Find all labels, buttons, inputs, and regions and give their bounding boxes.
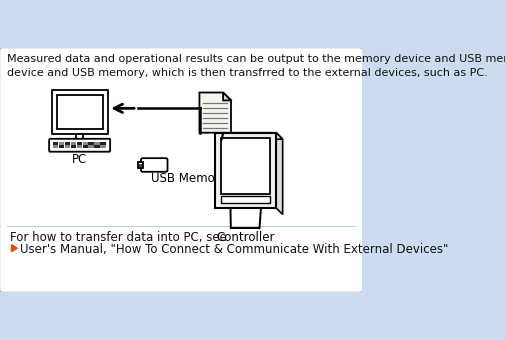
Bar: [57, 95, 103, 129]
Bar: [59, 145, 64, 148]
Bar: [83, 145, 88, 148]
FancyBboxPatch shape: [49, 139, 110, 152]
Bar: [138, 162, 143, 168]
FancyBboxPatch shape: [141, 158, 168, 172]
Text: PC: PC: [72, 153, 87, 167]
Bar: [88, 145, 94, 148]
Bar: [76, 134, 83, 140]
Bar: [100, 145, 106, 148]
Bar: [221, 196, 271, 203]
Bar: [59, 142, 64, 145]
Bar: [83, 142, 88, 145]
Text: User's Manual, "How To Connect & Communicate With External Devices": User's Manual, "How To Connect & Communi…: [20, 243, 448, 256]
Bar: [139, 164, 141, 166]
Bar: [77, 142, 82, 145]
Bar: [77, 145, 82, 148]
Bar: [65, 145, 70, 148]
Polygon shape: [215, 133, 283, 139]
Bar: [100, 142, 106, 145]
Bar: [88, 142, 94, 145]
Bar: [52, 90, 108, 134]
Bar: [94, 145, 99, 148]
Text: For how to transfer data into PC, see: For how to transfer data into PC, see: [10, 231, 227, 244]
Text: Measured data and operational results can be output to the memory device and USB: Measured data and operational results ca…: [7, 54, 505, 78]
Polygon shape: [199, 92, 231, 133]
Bar: [53, 145, 59, 148]
Text: Controller: Controller: [217, 231, 275, 244]
Bar: [221, 138, 271, 194]
Polygon shape: [276, 133, 283, 215]
Text: USB Memory: USB Memory: [152, 172, 227, 185]
Bar: [71, 142, 76, 145]
Polygon shape: [223, 92, 231, 100]
Bar: [53, 142, 59, 145]
Bar: [71, 145, 76, 148]
Bar: [65, 142, 70, 145]
Polygon shape: [12, 244, 17, 252]
FancyBboxPatch shape: [0, 47, 363, 293]
Bar: [215, 133, 276, 208]
Bar: [94, 142, 99, 145]
